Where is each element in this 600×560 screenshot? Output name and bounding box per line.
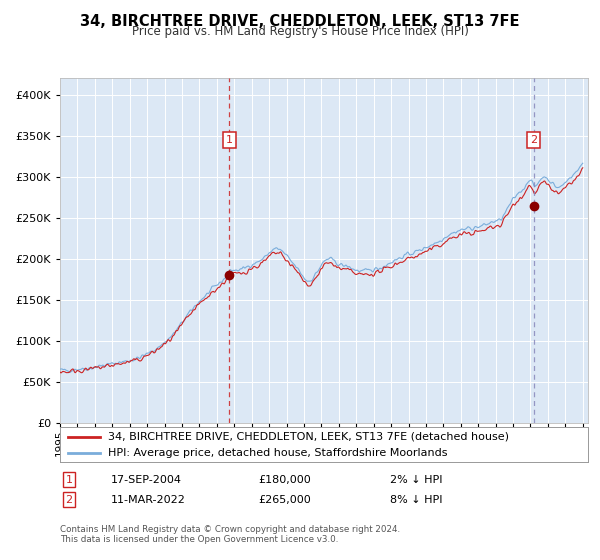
Text: HPI: Average price, detached house, Staffordshire Moorlands: HPI: Average price, detached house, Staf… <box>107 447 447 458</box>
Text: Price paid vs. HM Land Registry's House Price Index (HPI): Price paid vs. HM Land Registry's House … <box>131 25 469 38</box>
Text: This data is licensed under the Open Government Licence v3.0.: This data is licensed under the Open Gov… <box>60 535 338 544</box>
Text: 8% ↓ HPI: 8% ↓ HPI <box>390 494 443 505</box>
Text: 2: 2 <box>530 135 538 145</box>
Text: £265,000: £265,000 <box>258 494 311 505</box>
Text: £180,000: £180,000 <box>258 475 311 485</box>
Text: 11-MAR-2022: 11-MAR-2022 <box>111 494 186 505</box>
Text: 34, BIRCHTREE DRIVE, CHEDDLETON, LEEK, ST13 7FE: 34, BIRCHTREE DRIVE, CHEDDLETON, LEEK, S… <box>80 14 520 29</box>
Text: 34, BIRCHTREE DRIVE, CHEDDLETON, LEEK, ST13 7FE (detached house): 34, BIRCHTREE DRIVE, CHEDDLETON, LEEK, S… <box>107 432 509 442</box>
Text: 2% ↓ HPI: 2% ↓ HPI <box>390 475 443 485</box>
Text: 1: 1 <box>226 135 233 145</box>
Text: 1: 1 <box>65 475 73 485</box>
Text: Contains HM Land Registry data © Crown copyright and database right 2024.: Contains HM Land Registry data © Crown c… <box>60 525 400 534</box>
Text: 17-SEP-2004: 17-SEP-2004 <box>111 475 182 485</box>
Text: 2: 2 <box>65 494 73 505</box>
